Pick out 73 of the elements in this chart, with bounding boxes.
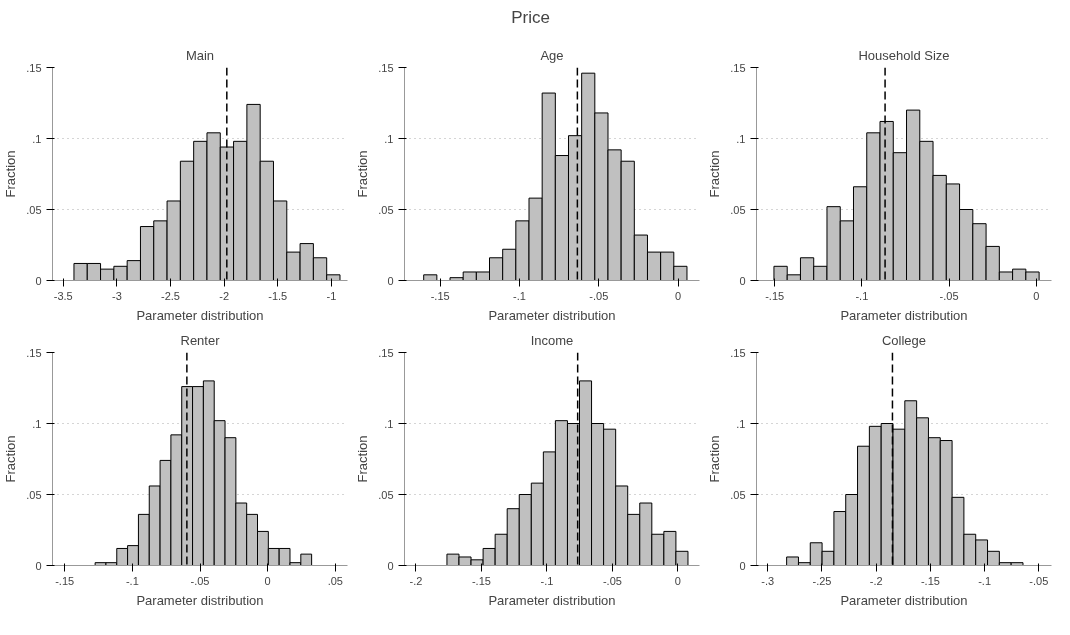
y-tick-label: .15 xyxy=(26,346,42,359)
y-tick-label: .1 xyxy=(384,417,394,430)
y-axis-title: Fraction xyxy=(355,435,371,483)
y-tick-label: 0 xyxy=(35,559,42,572)
chart-title: Renter xyxy=(180,332,221,348)
y-tick-label: .15 xyxy=(378,346,394,359)
chart-title: Age xyxy=(540,47,564,63)
y-tick-label: .1 xyxy=(736,132,746,145)
x-tick-label: -.2 xyxy=(869,574,883,587)
y-tick-label: .1 xyxy=(736,417,746,430)
y-tick-label: 0 xyxy=(387,559,394,572)
y-axis-title: Fraction xyxy=(355,150,371,198)
chart-title: Main xyxy=(185,47,215,63)
x-tick-label: 0 xyxy=(264,574,271,587)
x-tick-label: -.05 xyxy=(939,289,959,302)
x-tick-label: .05 xyxy=(327,574,343,587)
y-axis-title: Fraction xyxy=(707,150,723,198)
x-tick-label: 0 xyxy=(674,574,681,587)
y-tick-label: .05 xyxy=(26,488,42,501)
x-axis-title: Parameter distribution xyxy=(840,592,968,608)
y-tick-label: .15 xyxy=(26,61,42,74)
chart-title: Income xyxy=(530,332,574,348)
x-tick-label: -2.5 xyxy=(161,289,180,302)
x-tick-label: -.3 xyxy=(761,574,775,587)
x-tick-label: -.15 xyxy=(920,574,940,587)
x-tick-label: -.15 xyxy=(430,289,450,302)
x-tick-label: -.1 xyxy=(513,289,526,302)
x-tick-label: -.1 xyxy=(540,574,554,587)
y-axis-title: Fraction xyxy=(3,435,19,483)
x-axis-title: Parameter distribution xyxy=(840,307,968,323)
y-tick-label: .1 xyxy=(32,132,42,145)
x-tick-label: -.1 xyxy=(978,574,992,587)
x-tick-label: -.2 xyxy=(409,574,423,587)
x-tick-label: -.15 xyxy=(765,289,785,302)
y-axis-title: Fraction xyxy=(707,435,723,483)
y-tick-label: 0 xyxy=(739,274,746,287)
y-tick-label: .15 xyxy=(730,346,746,359)
x-tick-label: 0 xyxy=(675,289,682,302)
x-tick-label: -.15 xyxy=(471,574,491,587)
x-tick-label: -.1 xyxy=(855,289,869,302)
y-tick-label: 0 xyxy=(35,274,42,287)
x-tick-label: -.05 xyxy=(602,574,622,587)
y-axis-title: Fraction xyxy=(3,150,19,198)
x-axis-title: Parameter distribution xyxy=(136,592,264,608)
x-tick-label: -2 xyxy=(219,289,230,302)
chart-title: Household Size xyxy=(858,47,950,63)
x-tick-label: -.15 xyxy=(55,574,75,587)
x-tick-label: -.05 xyxy=(190,574,210,587)
x-tick-label: -1 xyxy=(326,289,337,302)
y-tick-label: .05 xyxy=(730,203,746,216)
x-tick-label: -1.5 xyxy=(268,289,288,302)
x-tick-label: 0 xyxy=(1033,289,1040,302)
y-tick-label: .05 xyxy=(378,203,394,216)
y-tick-label: 0 xyxy=(739,559,746,572)
x-tick-label: -.25 xyxy=(812,574,832,587)
x-tick-label: -3.5 xyxy=(53,289,73,302)
chart-title: College xyxy=(881,332,927,348)
y-tick-label: .15 xyxy=(378,61,394,74)
x-tick-label: -3 xyxy=(111,289,122,302)
x-axis-title: Parameter distribution xyxy=(488,592,616,608)
y-tick-label: .1 xyxy=(32,417,42,430)
y-tick-label: .1 xyxy=(384,132,394,145)
y-tick-label: .15 xyxy=(730,61,746,74)
x-axis-title: Parameter distribution xyxy=(136,307,264,323)
x-axis-title: Parameter distribution xyxy=(488,307,616,323)
y-tick-label: .05 xyxy=(730,488,746,501)
x-tick-label: -.05 xyxy=(1029,574,1049,587)
x-tick-label: -.05 xyxy=(589,289,609,302)
y-tick-label: .05 xyxy=(26,203,42,216)
x-tick-label: -.1 xyxy=(125,574,139,587)
y-tick-label: .05 xyxy=(378,488,394,501)
y-tick-label: 0 xyxy=(387,274,394,287)
text: Price xyxy=(511,7,550,27)
